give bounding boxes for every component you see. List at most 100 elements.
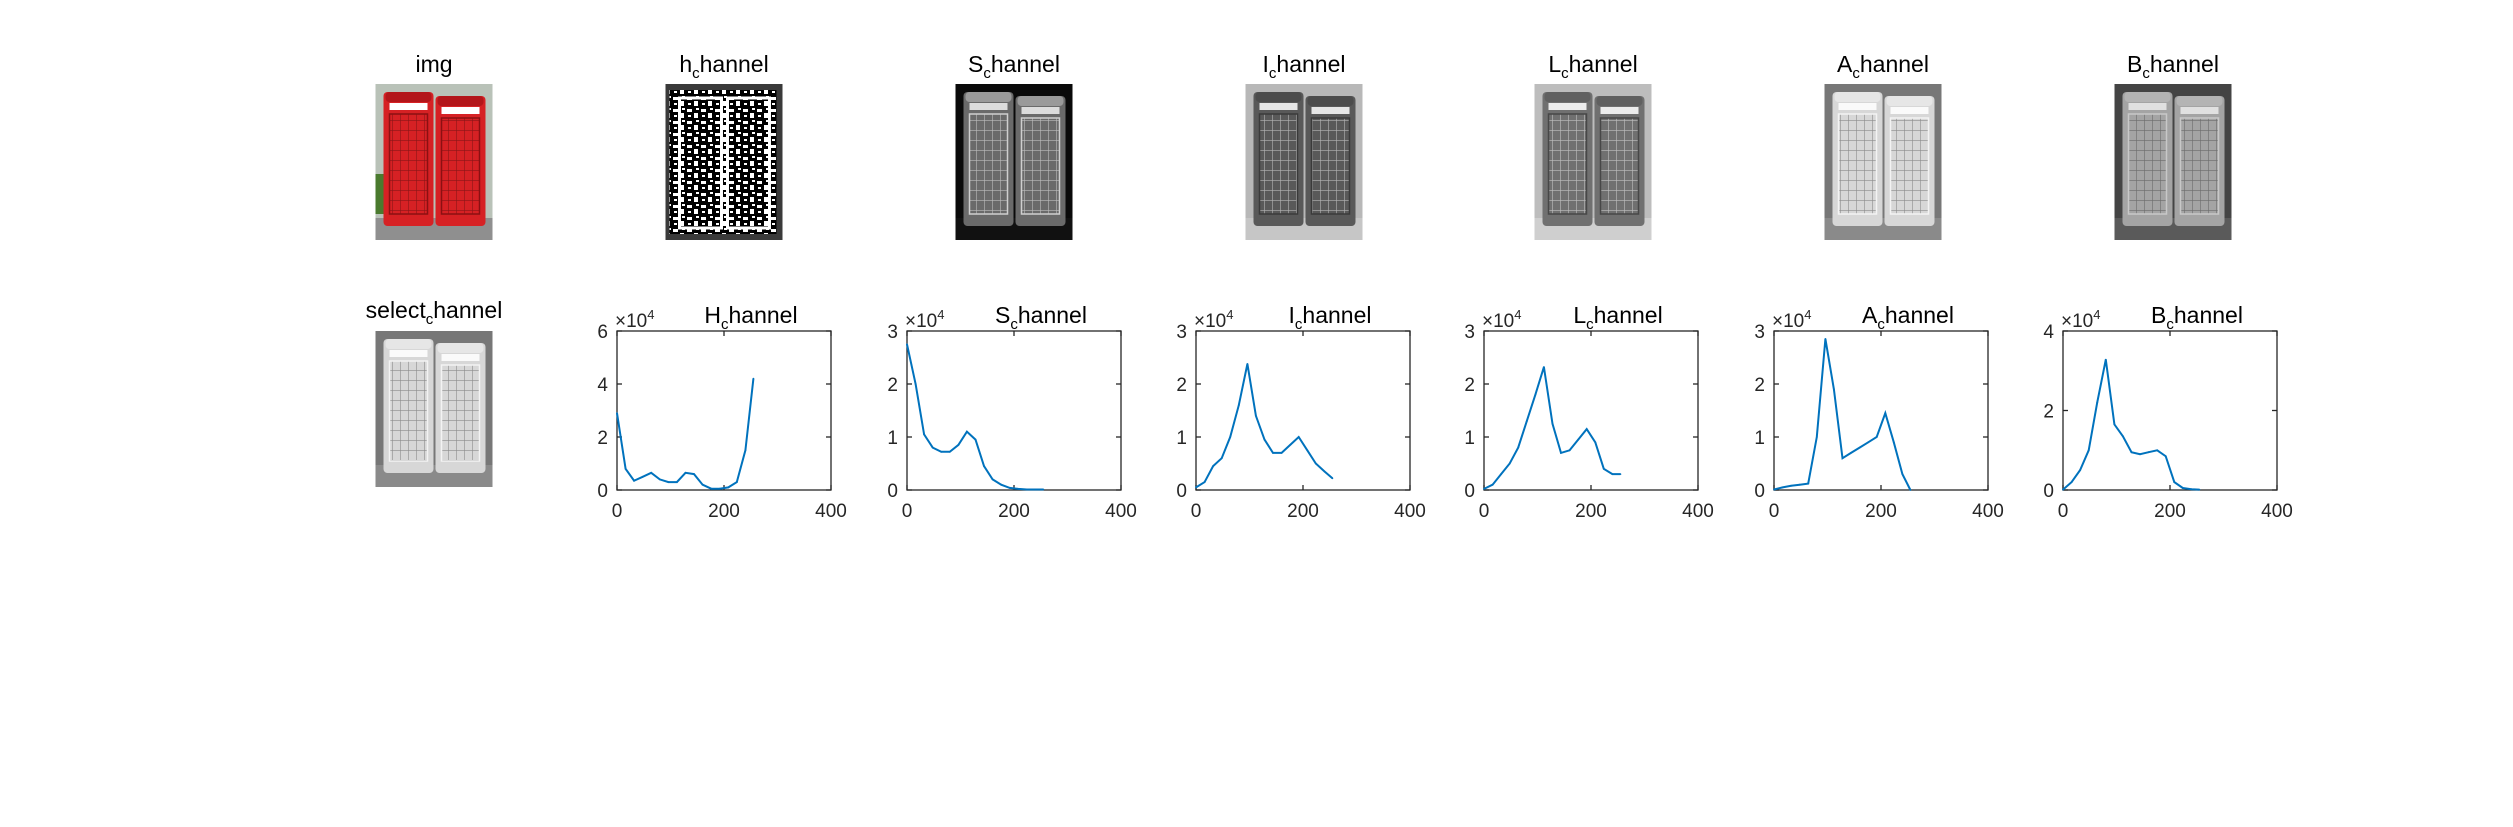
x-tick-label: 200 — [1575, 501, 1607, 522]
booth-window-grid — [440, 117, 481, 215]
histogram-point — [744, 449, 747, 452]
histogram-point — [616, 412, 618, 414]
x-tick-label: 0 — [2058, 501, 2069, 522]
histogram-point — [1602, 467, 1605, 470]
histogram-point — [1000, 483, 1003, 486]
histogram-point — [1229, 436, 1232, 438]
image-title-2: hchannel — [679, 51, 768, 82]
histogram-point — [1585, 428, 1588, 430]
x-tick-label: 200 — [1865, 501, 1897, 522]
histogram-point — [1331, 477, 1334, 480]
histogram-point — [974, 438, 977, 441]
x-tick-label: 0 — [902, 501, 913, 522]
booth-roof-shape — [1255, 92, 1302, 102]
booth-roof-shape — [437, 343, 484, 353]
booth-roof-shape — [1596, 96, 1643, 106]
histogram-point — [2156, 449, 2159, 452]
booth-sign-shape — [969, 103, 1008, 110]
histogram-point — [966, 430, 968, 433]
histogram-chart-1: 0 200 400 0 2 4 6 ×104 Hchannel — [597, 302, 846, 522]
y-tick-label: 4 — [2043, 322, 2054, 343]
histogram-point — [1790, 484, 1792, 487]
histogram-point — [1034, 488, 1037, 491]
histogram-point — [1551, 422, 1554, 425]
histogram-point — [906, 343, 908, 346]
chart-title: Ichannel — [1289, 302, 1372, 333]
booth-window-grid — [1889, 117, 1930, 215]
booth-window-grid — [1258, 113, 1299, 215]
x-tick-label: 0 — [1769, 501, 1780, 522]
histogram-point — [1212, 465, 1214, 467]
plot-area — [1773, 330, 1989, 491]
y-tick-label: 0 — [597, 481, 608, 502]
telephone-booths-a-thumbnail — [1824, 84, 1942, 240]
booth-window-grid — [2127, 113, 2168, 215]
histogram-point — [2062, 488, 2064, 491]
y-tick-label: 3 — [1464, 322, 1475, 343]
hue-booth-right-outline — [726, 96, 771, 230]
x-tick-label: 400 — [1105, 501, 1137, 522]
image-title-3: Schannel — [968, 51, 1060, 82]
booth-roof-shape — [437, 96, 484, 106]
booth-window-grid — [1547, 113, 1588, 215]
histogram-point — [1500, 473, 1502, 475]
histogram-chart-6: 0 200 400 0 2 4 ×104 Bchannel — [2043, 302, 2292, 522]
plot-area — [1195, 330, 1411, 491]
histogram-point — [633, 479, 635, 482]
histogram-point — [710, 487, 713, 490]
y-axis-multiplier: ×104 — [1482, 307, 1521, 332]
y-tick-label: 0 — [1176, 481, 1187, 502]
y-tick-label: 2 — [2043, 402, 2054, 423]
histogram-point — [2173, 481, 2176, 483]
histogram-point — [650, 471, 653, 474]
histogram-point — [1289, 444, 1292, 446]
image-title-5: Lchannel — [1548, 51, 1637, 82]
telephone-booths-hue-thumbnail — [665, 84, 783, 240]
telephone-booths-saturation-thumbnail — [955, 84, 1073, 240]
histogram-point — [1255, 414, 1257, 417]
histogram-point — [1875, 436, 1878, 438]
histogram-point — [1508, 462, 1511, 465]
y-tick-label: 0 — [1464, 481, 1475, 502]
histogram-point — [1491, 483, 1494, 486]
histogram-point — [2130, 451, 2133, 454]
y-tick-label: 2 — [1754, 375, 1765, 396]
chart-title: Achannel — [1862, 302, 1954, 333]
y-tick-label: 2 — [597, 428, 608, 449]
y-tick-label: 0 — [2043, 481, 2054, 502]
x-tick-label: 0 — [1479, 501, 1490, 522]
image-title-8: selectchannel — [366, 297, 503, 328]
histogram-point — [2122, 435, 2124, 438]
x-tick-label: 400 — [1394, 501, 1426, 522]
histogram-point — [1594, 441, 1597, 444]
histogram-point — [1781, 486, 1784, 489]
chart-title: Hchannel — [704, 302, 797, 333]
booth-roof-shape — [385, 92, 432, 102]
histogram-chart-4: 0 200 400 0 1 2 3 ×104 Lchannel — [1464, 302, 1713, 522]
histogram-point — [2104, 358, 2107, 361]
histogram-point — [1042, 488, 1045, 491]
histogram-point — [718, 487, 721, 490]
x-tick-label: 400 — [815, 501, 847, 522]
histogram-point — [701, 483, 704, 486]
image-title-7: Bchannel — [2127, 51, 2219, 82]
booth-sign-shape — [389, 350, 428, 357]
histogram-point — [1517, 446, 1520, 449]
y-tick-label: 0 — [1754, 481, 1765, 502]
histogram-point — [735, 481, 738, 483]
y-tick-label: 2 — [887, 375, 898, 396]
histogram-point — [1272, 452, 1274, 454]
channel-images: img hchannel Schannel Ichannel Lchannel Achan… — [366, 51, 2232, 487]
y-axis-multiplier: ×104 — [905, 307, 944, 332]
y-tick-label: 1 — [1464, 428, 1475, 449]
hue-booth-left-outline — [678, 96, 723, 230]
y-axis-multiplier: ×104 — [615, 307, 654, 332]
histogram-point — [676, 481, 678, 483]
histogram-point — [684, 471, 687, 474]
histogram-point — [1280, 452, 1283, 454]
booth-window-grid — [1599, 117, 1640, 215]
booth-roof-shape — [1544, 92, 1591, 102]
histogram-point — [1306, 449, 1309, 452]
y-axis-multiplier: ×104 — [1772, 307, 1811, 332]
histogram-point — [1611, 473, 1614, 475]
